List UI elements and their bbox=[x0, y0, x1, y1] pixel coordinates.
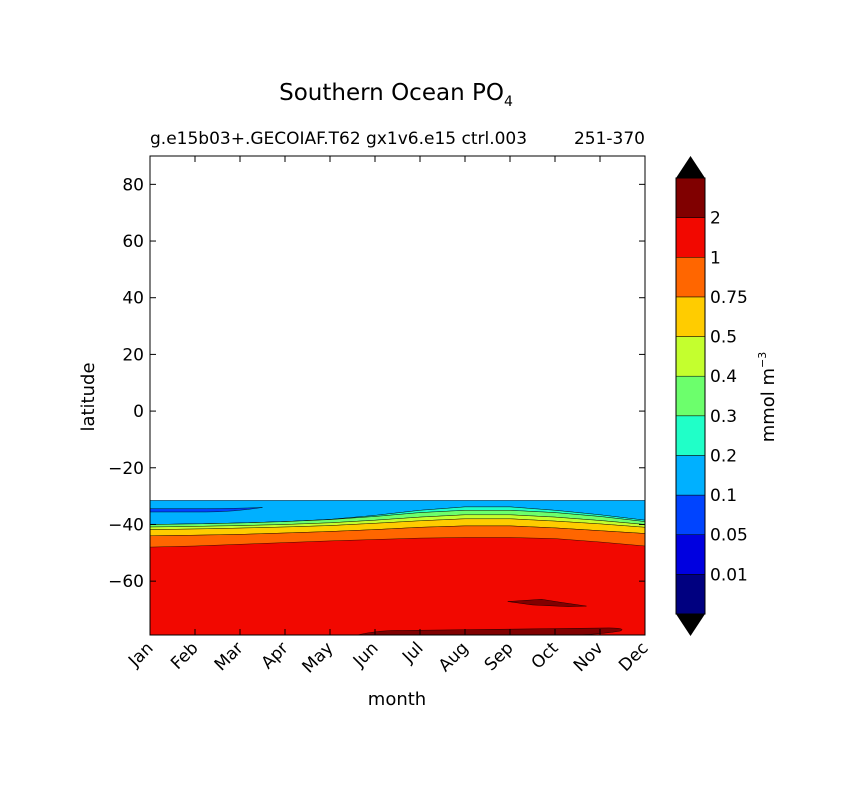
chart-title-main: Southern Ocean PO bbox=[279, 80, 504, 106]
band-0.75 bbox=[150, 525, 645, 548]
colorbar-swatch bbox=[675, 177, 706, 218]
y-tick-label: −60 bbox=[108, 572, 144, 592]
colorbar-tick-label: 0.75 bbox=[710, 288, 748, 308]
x-tick-label: Aug bbox=[435, 638, 473, 676]
colorbar-tick-label: 0.3 bbox=[710, 407, 737, 427]
x-tick-label: Nov bbox=[570, 638, 608, 676]
y-axis: 80 60 40 20 0 −20 −40 −60 bbox=[108, 175, 645, 592]
colorbar-swatch bbox=[675, 494, 706, 535]
x-tick-label: Jul bbox=[398, 638, 427, 667]
colorbar-swatch bbox=[675, 217, 706, 258]
y-tick-label: 0 bbox=[133, 402, 144, 422]
colorbar-swatch bbox=[675, 336, 706, 377]
colorbar-tick-label: 0.4 bbox=[710, 367, 737, 387]
colorbar-swatch bbox=[675, 415, 706, 456]
x-tick-label: Feb bbox=[167, 638, 202, 673]
y-axis-label: latitude bbox=[78, 362, 99, 431]
colorbar-swatch bbox=[675, 534, 706, 575]
colorbar-label-text: mmol m bbox=[758, 368, 779, 442]
x-tick-label: Jan bbox=[124, 638, 157, 671]
colorbar-swatch bbox=[675, 455, 706, 496]
y-tick-label: −20 bbox=[108, 459, 144, 479]
y-tick-label: 40 bbox=[122, 289, 144, 309]
band-0.05 bbox=[150, 507, 263, 513]
colorbar-tick-label: 0.1 bbox=[710, 486, 737, 506]
colorbar-tick-label: 2 bbox=[710, 209, 721, 229]
contour-layer bbox=[150, 500, 645, 635]
band-above-2-south bbox=[356, 627, 623, 635]
chart-title: Southern Ocean PO4 bbox=[279, 80, 513, 110]
y-tick-label: 20 bbox=[122, 345, 144, 365]
y-tick-label: 80 bbox=[122, 175, 144, 195]
colorbar-swatch bbox=[675, 257, 706, 298]
chart-subtitle-left: g.e15b03+.GECOIAF.T62 gx1v6.e15 ctrl.003 bbox=[150, 129, 527, 149]
colorbar-tick-label: 0.2 bbox=[710, 446, 737, 466]
colorbar-tick-label: 1 bbox=[710, 248, 721, 268]
colorbar-tick-label: 0.05 bbox=[710, 526, 748, 546]
colorbar-swatch bbox=[675, 296, 706, 337]
chart-subtitle-right: 251-370 bbox=[574, 129, 645, 149]
y-tick-label: −40 bbox=[108, 515, 144, 535]
colorbar-under-arrow bbox=[676, 614, 705, 636]
colorbar-over-arrow bbox=[676, 156, 705, 178]
x-tick-label: May bbox=[299, 638, 338, 677]
band-above-2-patch bbox=[507, 599, 587, 607]
colorbar: 0.01 0.05 0.1 0.2 0.3 0.4 0.5 0.75 1 2 bbox=[675, 156, 748, 636]
x-tick-label: Sep bbox=[481, 638, 518, 675]
colorbar-label-exponent: −3 bbox=[756, 352, 769, 368]
colorbar-swatch bbox=[675, 574, 706, 615]
colorbar-frame bbox=[675, 177, 706, 615]
x-axis-label: month bbox=[368, 689, 426, 710]
plot-frame bbox=[149, 155, 646, 636]
x-tick-label: Apr bbox=[258, 638, 293, 673]
x-tick-label: Oct bbox=[528, 638, 563, 673]
x-tick-label: Jun bbox=[349, 638, 383, 672]
colorbar-tick-label: 0.01 bbox=[710, 565, 748, 585]
x-tick-label: Dec bbox=[615, 638, 652, 675]
colorbar-label: mmol m−3 bbox=[756, 352, 779, 443]
y-tick-label: 60 bbox=[122, 232, 144, 252]
colorbar-swatch bbox=[675, 375, 706, 417]
chart-title-subscript: 4 bbox=[504, 94, 513, 110]
x-tick-label: Mar bbox=[211, 638, 248, 675]
colorbar-tick-label: 0.5 bbox=[710, 328, 737, 348]
